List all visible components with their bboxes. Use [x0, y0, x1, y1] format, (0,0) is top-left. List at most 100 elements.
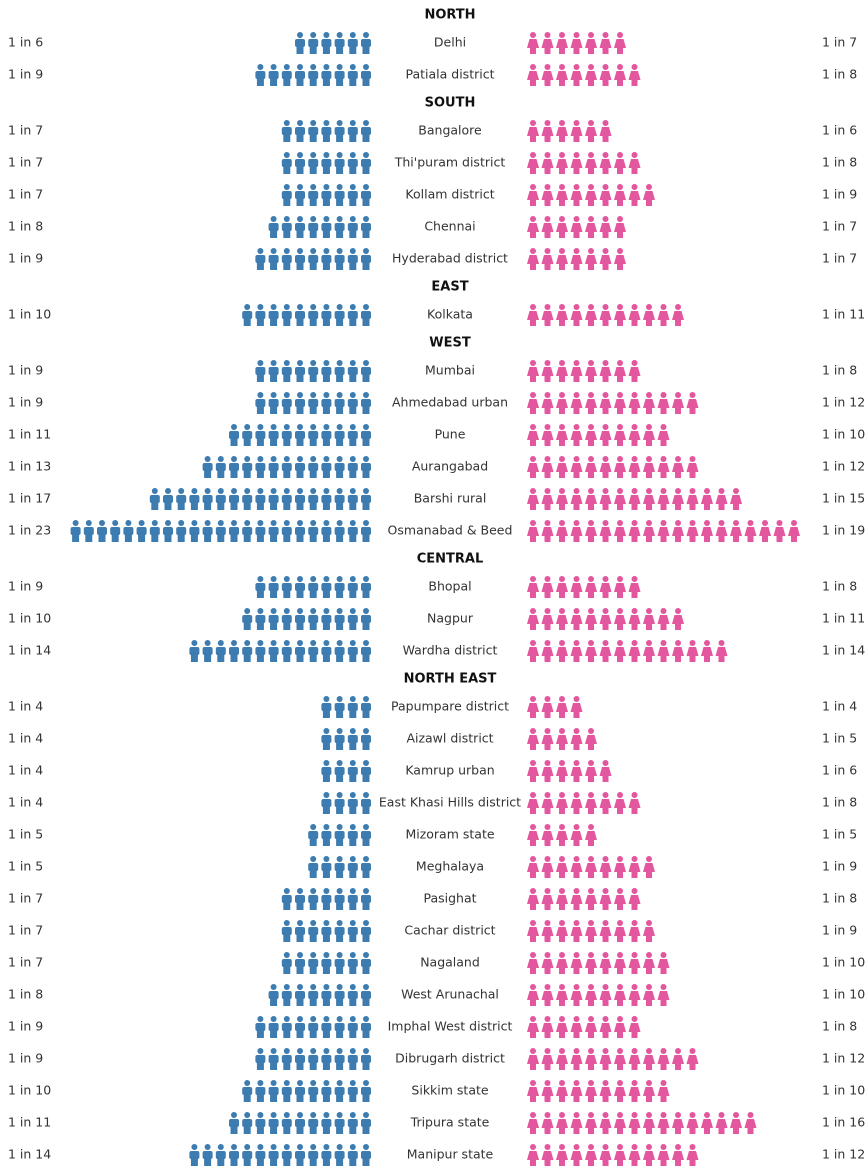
male-icon-body — [361, 71, 371, 79]
male-icon-body — [308, 399, 319, 407]
male-icon-legs — [204, 502, 212, 510]
right-value-label: 1 in 12 — [822, 395, 865, 410]
male-icon-body — [334, 895, 345, 903]
male-icon-head — [323, 576, 330, 582]
male-icon-legs — [283, 374, 291, 382]
female-icon-dress — [599, 799, 612, 808]
male-icon-body — [281, 991, 292, 999]
male-icon-legs — [283, 966, 291, 974]
female-icon-legs — [660, 472, 667, 478]
male-icon-legs — [309, 374, 317, 382]
male-icon-head — [349, 248, 356, 254]
female-icon-dress — [643, 647, 655, 656]
female-icon-head — [573, 1048, 580, 1054]
female-icon-head — [559, 248, 565, 254]
right-icons — [527, 920, 655, 942]
male-icon-body — [268, 1151, 279, 1159]
section-header: CENTRAL — [417, 552, 484, 567]
female-icon-head — [544, 576, 551, 582]
male-icon-body — [268, 367, 279, 375]
female-icon-legs — [573, 408, 580, 414]
male-icon-head — [336, 1048, 343, 1054]
male-icon-body — [347, 1087, 358, 1095]
male-icon-legs — [309, 1062, 317, 1070]
male-icon-body — [321, 127, 332, 135]
female-icon-head — [573, 304, 580, 310]
male-icon-legs — [177, 534, 185, 542]
female-icon-dress — [643, 527, 655, 536]
female-icon-legs — [530, 200, 536, 206]
female-icon-dress — [599, 71, 612, 80]
male-icon-legs — [349, 934, 357, 942]
female-icon-head — [660, 952, 667, 958]
left-value-label: 1 in 9 — [8, 1019, 43, 1034]
male-icon-head — [257, 248, 264, 254]
male-icon-head — [363, 424, 369, 430]
male-icon-head — [336, 824, 343, 830]
female-icon-head — [646, 608, 652, 614]
male-icon-body — [334, 159, 345, 167]
male-icon-legs — [322, 838, 330, 846]
female-icon-head — [544, 920, 551, 926]
female-icon-dress — [541, 159, 554, 168]
male-icon-legs — [270, 534, 278, 542]
male-icon-legs — [177, 502, 185, 510]
female-icon-dress — [730, 495, 742, 504]
female-icon-dress — [556, 1119, 568, 1128]
female-icon-legs — [559, 624, 565, 630]
female-icon-legs — [573, 776, 580, 782]
female-icon-head — [544, 456, 551, 462]
female-icon-head — [646, 456, 652, 462]
male-icon-legs — [309, 902, 317, 910]
female-icon-head — [602, 760, 609, 766]
male-icon-legs — [283, 902, 291, 910]
female-icon-legs — [544, 1032, 551, 1038]
male-icon-legs — [283, 1094, 291, 1102]
female-icon-legs — [530, 712, 536, 718]
female-icon-head — [588, 640, 594, 646]
female-icon-legs — [602, 656, 609, 662]
male-icon-legs — [309, 998, 317, 1006]
female-icon-legs — [544, 1096, 551, 1102]
female-icon-head — [660, 304, 667, 310]
female-icon-legs — [675, 408, 681, 414]
male-icon-legs — [283, 470, 291, 478]
right-icons — [527, 640, 728, 662]
male-icon-legs — [296, 1030, 304, 1038]
female-icon-head — [588, 1080, 594, 1086]
male-icon-head — [363, 824, 369, 830]
female-icon-dress — [715, 495, 728, 504]
male-icon-legs — [349, 590, 357, 598]
right-icons — [527, 304, 684, 326]
right-value-label: 1 in 8 — [822, 891, 857, 906]
female-icon-legs — [660, 624, 667, 630]
male-icon-legs — [336, 838, 344, 846]
right-icons — [527, 152, 641, 174]
male-icon-legs — [349, 1126, 357, 1134]
left-value-label: 1 in 7 — [8, 123, 43, 138]
female-icon-dress — [701, 495, 713, 504]
female-icon-head — [530, 120, 536, 126]
male-icon-legs — [296, 318, 304, 326]
female-icon-head — [559, 608, 565, 614]
female-icon-head — [689, 456, 696, 462]
male-icon-legs — [362, 998, 370, 1006]
female-icon-head — [544, 184, 551, 190]
female-icon-head — [530, 1048, 536, 1054]
female-icon-legs — [617, 80, 623, 86]
male-icon-legs — [283, 1062, 291, 1070]
male-icon-legs — [322, 1094, 330, 1102]
right-value-label: 1 in 7 — [822, 219, 857, 234]
female-icon-legs — [544, 80, 551, 86]
female-icon-head — [544, 1080, 551, 1086]
male-icon-head — [323, 952, 330, 958]
female-icon-head — [660, 1144, 667, 1150]
male-icon-legs — [283, 198, 291, 206]
male-icon-body — [347, 799, 358, 807]
male-icon-body — [136, 527, 147, 535]
female-icon-dress — [643, 463, 655, 472]
male-icon-body — [347, 927, 358, 935]
male-icon-legs — [309, 934, 317, 942]
male-icon-legs — [309, 966, 317, 974]
male-icon-legs — [362, 1158, 370, 1166]
